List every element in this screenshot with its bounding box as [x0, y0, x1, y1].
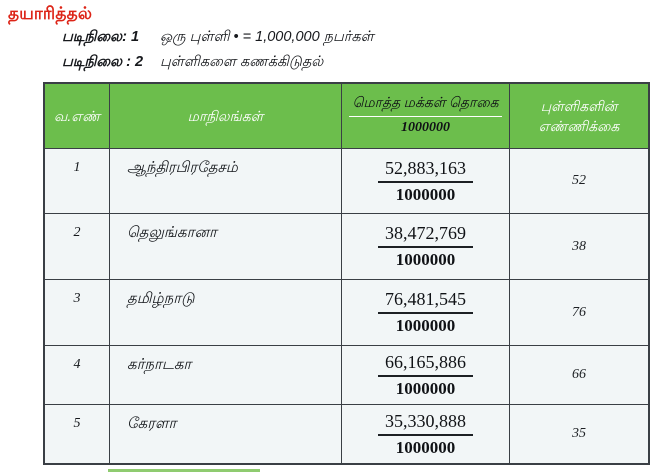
- header-dot-count-line1: புள்ளிகளின்: [540, 98, 618, 114]
- fraction-denominator: 1000000: [395, 437, 456, 457]
- row-sno: 3: [73, 291, 81, 306]
- header-population-fraction: மொத்த மக்கள் தொகை 1000000: [342, 84, 510, 149]
- table-row-2-fraction-cell: 38,472,769 1000000: [342, 214, 510, 280]
- table-row-4-fraction-cell: 66,165,886 1000000: [342, 346, 510, 405]
- header-fraction-denominator: 1000000: [401, 120, 450, 135]
- table-row-5-fraction-cell: 35,330,888 1000000: [342, 405, 510, 463]
- header-fraction: மொத்த மக்கள் தொகை 1000000: [349, 94, 502, 138]
- next-section-green-sliver: [108, 469, 260, 472]
- table-row-1-sno-cell: 1: [45, 149, 110, 214]
- table-row-3-dots-cell: 76: [510, 280, 648, 346]
- table-row-5-sno-cell: 5: [45, 405, 110, 463]
- population-fraction: 38,472,769 1000000: [378, 223, 473, 270]
- table-row-1-dots-cell: 52: [510, 149, 648, 214]
- dot-count: 76: [572, 304, 586, 320]
- row-sno: 5: [73, 416, 81, 431]
- fraction-numerator: 76,481,545: [378, 289, 473, 314]
- population-fraction: 66,165,886 1000000: [378, 352, 473, 399]
- table-row-5-dots-cell: 35: [510, 405, 648, 463]
- step-2: படிநிலை : 2 புள்ளிகளை கணக்கிடுதல்: [62, 52, 374, 73]
- fraction-numerator: 52,883,163: [378, 158, 473, 183]
- fraction-denominator: 1000000: [395, 316, 456, 335]
- step-1-text: ஒரு புள்ளி • = 1,000,000 நபர்கள்: [160, 29, 374, 45]
- header-sno-label: வ.எண்: [53, 108, 101, 124]
- table-row-2-state-cell: தெலுங்கானா: [110, 214, 342, 280]
- fraction-numerator: 66,165,886: [378, 352, 473, 377]
- fraction-denominator: 1000000: [395, 378, 456, 398]
- row-sno: 2: [73, 225, 81, 240]
- header-states-label: மாநிலங்கள்: [187, 108, 264, 124]
- dot-count: 35: [572, 426, 586, 441]
- state-name: கேரளா: [127, 415, 177, 432]
- fraction-numerator: 38,472,769: [378, 223, 473, 248]
- dot-count: 52: [572, 173, 586, 188]
- population-fraction: 52,883,163 1000000: [378, 158, 473, 205]
- fraction-denominator: 1000000: [395, 250, 456, 269]
- table-row-3-sno-cell: 3: [45, 280, 110, 346]
- step-1-label: படிநிலை: 1: [62, 29, 140, 45]
- step-1: படிநிலை: 1 ஒரு புள்ளி • = 1,000,000 நபர்…: [62, 27, 374, 48]
- fraction-numerator: 35,330,888: [378, 411, 473, 436]
- header-sno: வ.எண்: [45, 84, 110, 149]
- header-dot-count-line2: எண்ணிக்கை: [538, 118, 620, 134]
- table-row-1-state-cell: ஆந்திரபிரதேசம்: [110, 149, 342, 214]
- table-row-2-sno-cell: 2: [45, 214, 110, 280]
- pictograph-table: வ.எண் மாநிலங்கள் மொத்த மக்கள் தொகை 10000…: [43, 82, 650, 465]
- table-row-1-fraction-cell: 52,883,163 1000000: [342, 149, 510, 214]
- population-fraction: 76,481,545 1000000: [378, 289, 473, 336]
- dot-count: 38: [572, 238, 586, 254]
- table-row-4-dots-cell: 66: [510, 346, 648, 405]
- header-states: மாநிலங்கள்: [110, 84, 342, 149]
- state-name: தமிழ்நாடு: [127, 290, 195, 307]
- table-row-4-state-cell: கர்நாடகா: [110, 346, 342, 405]
- table-row-4-sno-cell: 4: [45, 346, 110, 405]
- population-fraction: 35,330,888 1000000: [378, 411, 473, 458]
- table-row-5-state-cell: கேரளா: [110, 405, 342, 463]
- header-fraction-numerator: மொத்த மக்கள் தொகை: [349, 94, 502, 117]
- fraction-denominator: 1000000: [395, 184, 456, 204]
- table-row-3-fraction-cell: 76,481,545 1000000: [342, 280, 510, 346]
- header-dot-count: புள்ளிகளின் எண்ணிக்கை: [510, 84, 648, 149]
- row-sno: 4: [73, 357, 81, 372]
- page-title: தயாரித்தல்: [8, 4, 93, 23]
- state-name: ஆந்திரபிரதேசம்: [127, 159, 238, 176]
- state-name: கர்நாடகா: [127, 356, 192, 373]
- table-row-2-dots-cell: 38: [510, 214, 648, 280]
- dot-count: 66: [572, 367, 586, 382]
- steps-block: படிநிலை: 1 ஒரு புள்ளி • = 1,000,000 நபர்…: [62, 27, 374, 77]
- table-row-3-state-cell: தமிழ்நாடு: [110, 280, 342, 346]
- row-sno: 1: [73, 160, 81, 175]
- state-name: தெலுங்கானா: [127, 224, 217, 241]
- step-2-label: படிநிலை : 2: [62, 54, 144, 70]
- step-2-text: புள்ளிகளை கணக்கிடுதல்: [160, 54, 324, 70]
